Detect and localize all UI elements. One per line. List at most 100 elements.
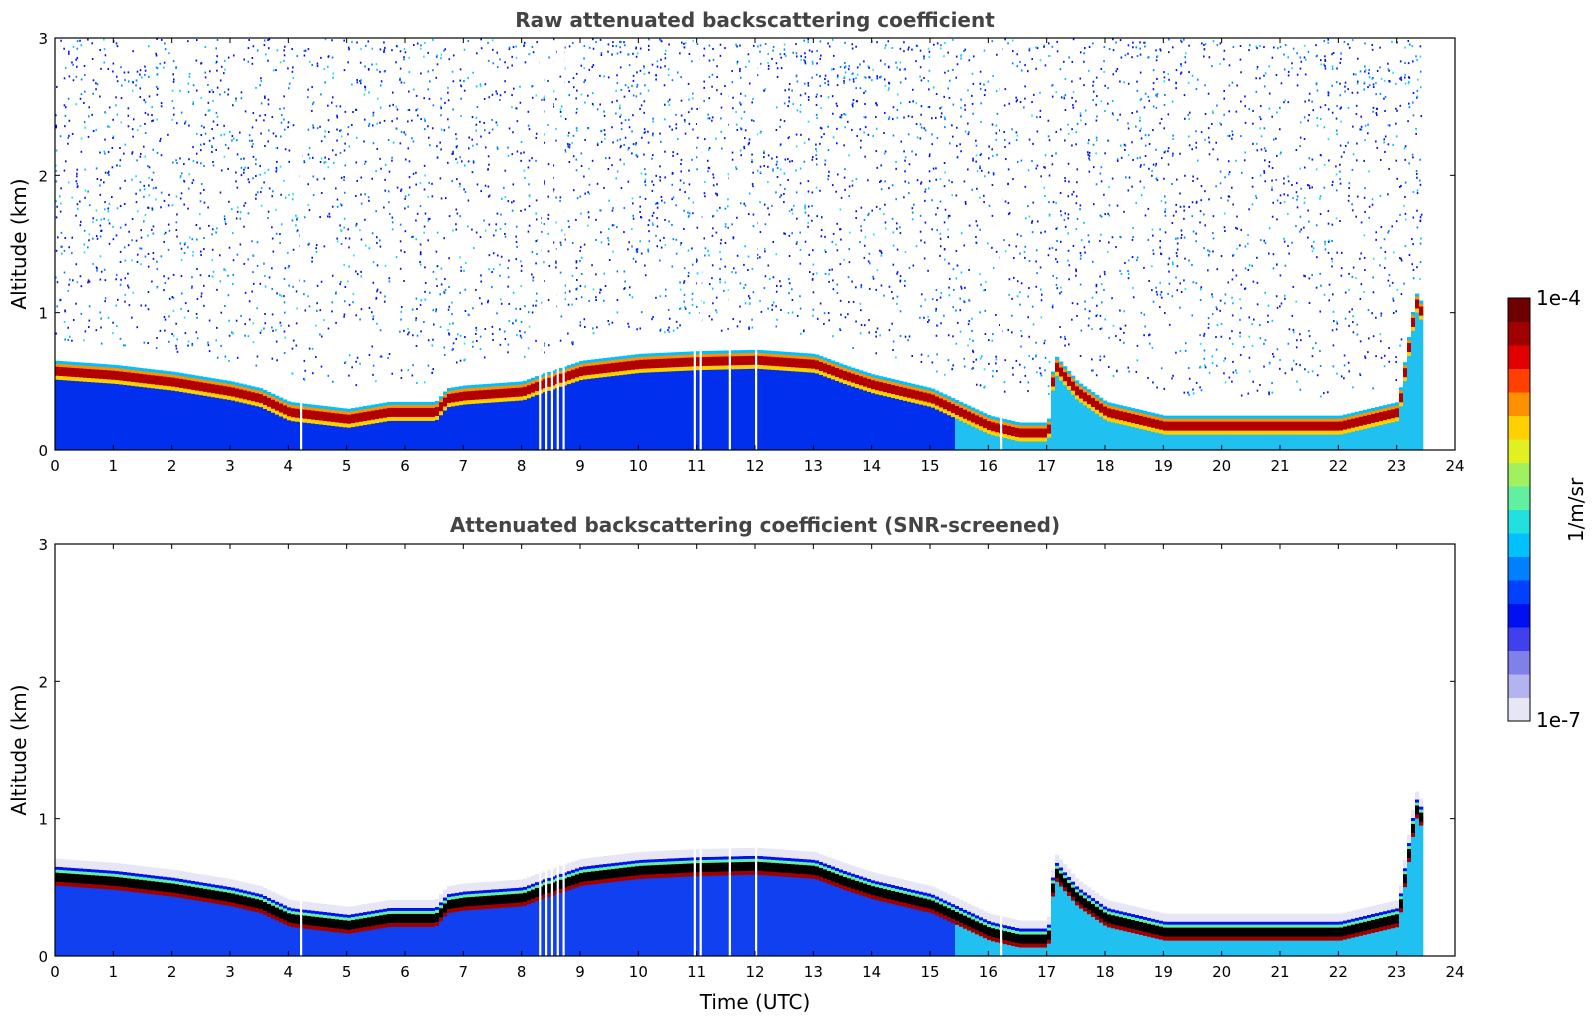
noise-pixel: [1071, 60, 1074, 63]
noise-pixel: [67, 338, 70, 341]
noise-pixel: [831, 38, 834, 41]
noise-pixel: [267, 39, 269, 42]
layer-edge-cell: [671, 355, 676, 360]
noise-pixel: [460, 266, 462, 269]
noise-pixel: [635, 95, 638, 98]
noise-pixel: [167, 133, 169, 136]
noise-pixel: [744, 65, 747, 68]
noise-pixel: [924, 298, 927, 301]
noise-pixel: [964, 286, 966, 289]
noise-pixel: [207, 341, 209, 344]
noise-pixel: [472, 160, 475, 163]
layer-edge-cell: [803, 356, 808, 361]
noise-pixel: [448, 215, 451, 218]
layer-core-cell: [995, 423, 1000, 434]
noise-pixel: [1004, 359, 1007, 362]
noise-pixel: [920, 181, 923, 184]
noise-pixel: [451, 180, 454, 183]
noise-pixel: [616, 270, 619, 273]
noise-pixel: [844, 188, 846, 191]
noise-pixel: [523, 355, 526, 358]
noise-pixel: [291, 70, 294, 73]
layer-edge-cell: [791, 367, 796, 372]
noise-pixel: [435, 55, 438, 58]
aerosol-cell: [851, 377, 856, 450]
aerosol-cell: [931, 398, 936, 450]
noise-pixel: [240, 97, 243, 100]
noise-pixel: [695, 146, 698, 149]
layer-core-cell: [899, 386, 904, 397]
layer-edge-cell: [475, 399, 480, 404]
noise-pixel: [1011, 128, 1013, 131]
noise-pixel: [851, 105, 854, 108]
layer-edge-cell: [735, 350, 740, 355]
noise-pixel: [964, 200, 967, 203]
layer-edge-cell: [819, 359, 824, 364]
aerosol-cell: [1075, 390, 1080, 450]
layer-edge-cell: [855, 383, 860, 388]
aerosol-cell: [523, 390, 528, 450]
noise-pixel: [659, 165, 661, 168]
layer-edge-cell: [799, 352, 804, 357]
aerosol-cell: [323, 416, 328, 450]
noise-pixel: [244, 110, 247, 113]
noise-pixel: [884, 150, 887, 153]
noise-pixel: [379, 355, 382, 358]
noise-pixel: [880, 252, 883, 255]
noise-pixel: [564, 118, 567, 121]
noise-pixel: [331, 310, 333, 313]
noise-pixel: [516, 150, 519, 153]
noise-pixel: [151, 120, 153, 123]
noise-pixel: [427, 339, 430, 342]
aerosol-cell: [487, 393, 492, 450]
noise-pixel: [364, 218, 366, 221]
aerosol-cell: [843, 375, 848, 450]
noise-pixel: [248, 181, 251, 184]
layer-edge-cell: [575, 377, 580, 382]
noise-pixel: [868, 76, 871, 79]
noise-pixel: [460, 115, 462, 118]
layer-edge-cell: [511, 385, 516, 390]
layer-edge-cell: [435, 400, 440, 405]
noise-pixel: [968, 320, 971, 323]
noise-pixel: [496, 124, 499, 127]
noise-pixel: [455, 228, 458, 231]
aerosol-cell: [907, 392, 912, 450]
layer-edge-cell: [587, 359, 592, 364]
noise-pixel: [859, 87, 862, 90]
noise-pixel: [847, 301, 850, 304]
noise-pixel: [575, 97, 577, 100]
layer-core-cell: [719, 356, 724, 367]
noise-pixel: [156, 87, 159, 90]
noise-pixel: [643, 72, 646, 75]
layer-core-cell: [795, 358, 800, 369]
noise-pixel: [215, 148, 217, 151]
noise-pixel: [155, 85, 158, 88]
noise-pixel: [588, 299, 590, 302]
noise-pixel: [767, 264, 770, 267]
noise-pixel: [867, 260, 870, 263]
noise-pixel: [455, 158, 457, 161]
noise-pixel: [187, 344, 189, 347]
noise-pixel: [696, 168, 698, 171]
noise-pixel: [616, 99, 618, 102]
noise-pixel: [124, 143, 127, 146]
noise-pixel: [92, 92, 94, 95]
layer-edge-cell: [635, 357, 640, 362]
noise-pixel: [991, 246, 993, 249]
noise-pixel: [423, 225, 426, 228]
layer-edge-cell: [535, 376, 540, 381]
noise-pixel: [104, 171, 107, 174]
layer-edge-cell: [767, 365, 772, 370]
layer-edge-cell: [947, 396, 952, 401]
layer-edge-cell: [443, 406, 448, 411]
layer-edge-cell: [319, 408, 324, 413]
layer-core-cell: [955, 405, 960, 416]
noise-pixel: [1088, 45, 1091, 48]
layer-edge-cell: [179, 387, 184, 392]
noise-pixel: [720, 130, 723, 133]
noise-pixel: [603, 299, 605, 302]
noise-pixel: [1075, 270, 1077, 273]
noise-pixel: [595, 238, 597, 241]
layer-edge-cell: [815, 357, 820, 362]
